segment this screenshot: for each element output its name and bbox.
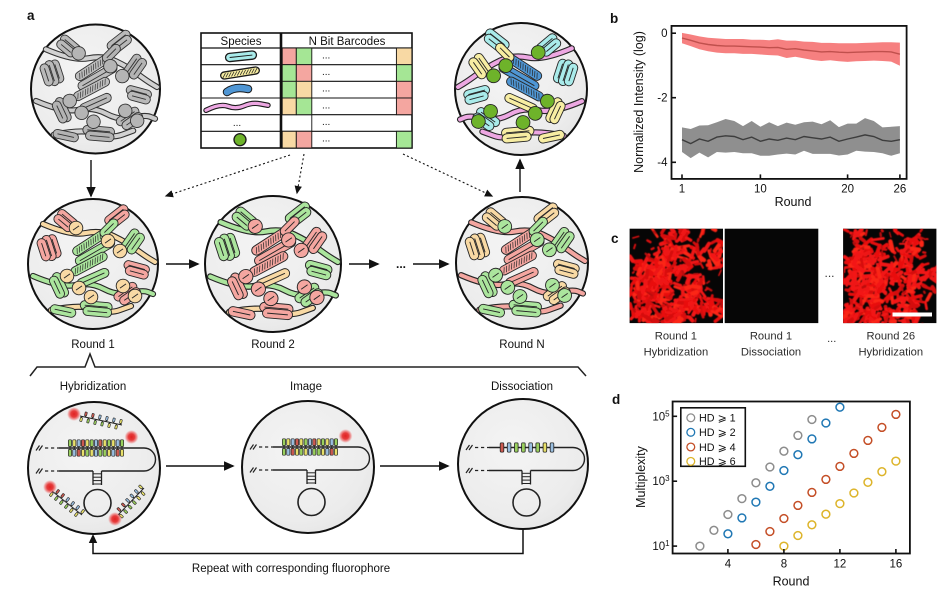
svg-text:8: 8 (781, 559, 787, 571)
svg-text:0: 0 (661, 28, 667, 40)
svg-text:4: 4 (725, 559, 732, 571)
svg-text:a: a (27, 8, 35, 23)
svg-text:...: ... (322, 50, 330, 61)
svg-text:Repeat with corresponding fluo: Repeat with corresponding fluorophore (192, 563, 390, 575)
svg-text:Normalized Intensity (log): Normalized Intensity (log) (632, 31, 646, 173)
svg-text:HD ⩾ 6: HD ⩾ 6 (699, 456, 736, 468)
svg-text:c: c (611, 231, 619, 246)
svg-text:HD ⩾ 2: HD ⩾ 2 (699, 427, 736, 439)
svg-text:...: ... (322, 67, 330, 78)
svg-text:Hybridization: Hybridization (644, 347, 709, 359)
svg-text:Round: Round (773, 575, 810, 589)
svg-text:10: 10 (754, 183, 767, 195)
svg-text:20: 20 (841, 183, 854, 195)
svg-text:...: ... (824, 266, 834, 280)
svg-text:b: b (610, 11, 618, 26)
svg-text:Dissociation: Dissociation (741, 347, 801, 359)
svg-text:Round N: Round N (499, 339, 544, 351)
svg-text:Species: Species (221, 36, 262, 48)
svg-text:...: ... (322, 134, 330, 145)
svg-text:Image: Image (290, 381, 322, 393)
svg-text:12: 12 (834, 559, 847, 571)
svg-text:...: ... (322, 84, 330, 95)
svg-text:Round 2: Round 2 (251, 339, 294, 351)
svg-text:d: d (612, 392, 620, 407)
svg-text:...: ... (322, 100, 330, 111)
svg-text:Hybridization: Hybridization (60, 381, 126, 393)
svg-text:26: 26 (894, 183, 907, 195)
svg-text:1: 1 (679, 183, 685, 195)
svg-text:Round 1: Round 1 (750, 331, 792, 343)
svg-text:Round: Round (775, 195, 812, 209)
svg-text:...: ... (827, 333, 836, 345)
svg-text:...: ... (396, 257, 406, 271)
svg-text:16: 16 (890, 559, 903, 571)
svg-text:...: ... (322, 117, 330, 128)
svg-text:Multiplexity: Multiplexity (634, 445, 648, 508)
svg-text:HD ⩾ 4: HD ⩾ 4 (699, 442, 736, 454)
svg-text:Dissociation: Dissociation (491, 381, 553, 393)
svg-text:Round 26: Round 26 (867, 331, 916, 343)
svg-text:HD ⩾ 1: HD ⩾ 1 (699, 413, 736, 425)
svg-text:-2: -2 (657, 93, 667, 105)
svg-text:N Bit Barcodes: N Bit Barcodes (309, 36, 386, 48)
svg-text:Round 1: Round 1 (655, 331, 697, 343)
svg-text:...: ... (233, 118, 241, 129)
svg-text:-4: -4 (657, 157, 668, 169)
svg-text:Hybridization: Hybridization (858, 347, 923, 359)
svg-text:Round 1: Round 1 (71, 339, 114, 351)
